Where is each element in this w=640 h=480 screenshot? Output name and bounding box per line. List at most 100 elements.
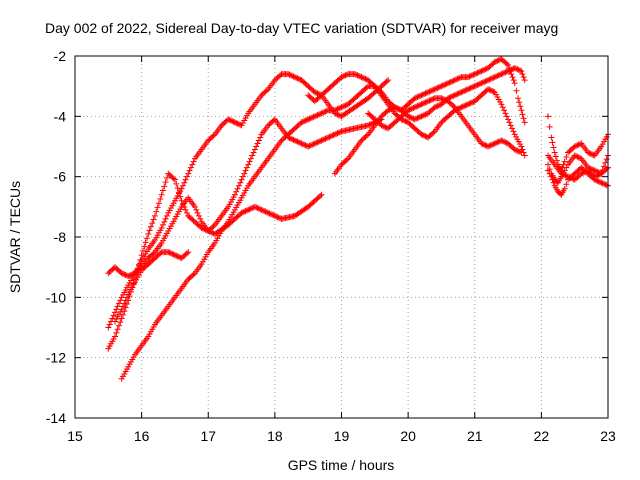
data-point (262, 208, 269, 215)
data-point (331, 131, 338, 138)
x-tick-label: 22 (534, 428, 550, 444)
data-point (413, 94, 420, 101)
data-point (422, 90, 429, 97)
data-point (461, 103, 468, 110)
data-point (466, 100, 473, 107)
data-point (590, 151, 597, 158)
data-point (475, 69, 482, 76)
data-point (503, 113, 510, 120)
data-point (577, 141, 584, 148)
data-point (422, 111, 429, 118)
data-point (574, 153, 581, 160)
data-point (183, 173, 190, 180)
data-point (465, 74, 472, 81)
data-point (430, 86, 437, 93)
data-point (467, 100, 474, 107)
x-tick-label: 20 (400, 428, 416, 444)
data-point (506, 67, 513, 74)
data-point (310, 113, 317, 120)
data-point (559, 171, 566, 178)
data-point (493, 73, 500, 80)
data-point (413, 115, 420, 122)
data-point (159, 221, 166, 228)
data-point (517, 67, 524, 74)
data-point (548, 134, 555, 141)
data-point (589, 151, 596, 158)
data-point (418, 101, 425, 108)
data-point (513, 87, 520, 94)
data-point (193, 206, 200, 213)
data-point (301, 118, 308, 125)
series-track-9 (545, 113, 611, 174)
data-point (426, 97, 433, 104)
data-point (455, 75, 462, 82)
data-point (129, 271, 136, 278)
data-point (433, 85, 440, 92)
data-point (321, 109, 328, 116)
data-point (167, 250, 174, 257)
data-point (494, 57, 501, 64)
data-point (441, 96, 448, 103)
data-point (277, 72, 284, 79)
data-point (551, 149, 558, 156)
data-point (235, 182, 242, 189)
data-point (334, 130, 341, 137)
data-point (502, 139, 509, 146)
data-point (265, 209, 272, 216)
data-point (477, 68, 484, 75)
data-point (494, 139, 501, 146)
data-point (311, 89, 318, 96)
data-point (225, 116, 232, 123)
data-point (179, 182, 186, 189)
data-point (241, 208, 248, 215)
data-point (126, 272, 133, 279)
data-point (362, 75, 369, 82)
data-point (333, 106, 340, 113)
data-point (518, 107, 525, 114)
data-point (389, 105, 396, 112)
data-point (121, 300, 128, 307)
data-point (550, 144, 557, 151)
data-point (474, 81, 481, 88)
data-point (195, 212, 202, 219)
data-point (487, 87, 494, 94)
data-point (499, 138, 506, 145)
data-point (447, 78, 454, 85)
data-point (111, 333, 118, 340)
data-point (409, 115, 416, 122)
data-point (491, 74, 498, 81)
data-point (161, 183, 168, 190)
data-point (511, 65, 518, 72)
data-point (508, 71, 515, 78)
data-point (431, 86, 438, 93)
data-point (110, 312, 117, 319)
data-point (319, 136, 326, 143)
data-point (417, 92, 424, 99)
data-point (261, 208, 268, 215)
data-point (331, 107, 338, 114)
data-point (307, 115, 314, 122)
data-point (502, 69, 509, 76)
data-point (150, 250, 157, 257)
data-point (123, 300, 130, 307)
data-point (430, 129, 437, 136)
data-point (558, 170, 565, 177)
data-point (311, 140, 318, 147)
data-point (590, 167, 597, 174)
data-point (401, 117, 408, 124)
data-point (481, 78, 488, 85)
data-point (269, 211, 276, 218)
data-point (563, 181, 570, 188)
data-point (291, 74, 298, 81)
data-point (407, 114, 414, 121)
data-point (462, 102, 469, 109)
data-point (489, 141, 496, 148)
data-point (185, 249, 192, 256)
data-point (250, 149, 257, 156)
data-point (270, 117, 277, 124)
data-point (478, 80, 485, 87)
data-point (314, 90, 321, 97)
y-tick-label: -6 (54, 169, 67, 185)
data-point (270, 212, 277, 219)
data-point (563, 173, 570, 180)
